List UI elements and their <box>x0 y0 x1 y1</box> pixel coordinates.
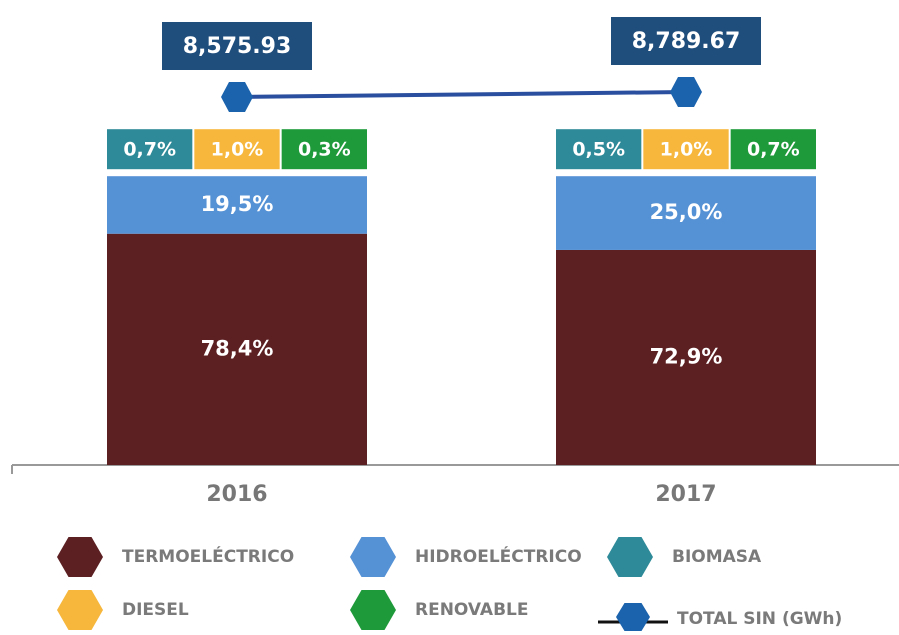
legend-label: TERMOELÉCTRICO <box>122 545 294 567</box>
data-label: 0,7% <box>747 139 800 161</box>
legend-swatch <box>350 537 396 577</box>
bar-segment <box>281 129 367 170</box>
bar-segment <box>730 129 816 170</box>
legend-swatch <box>57 537 103 577</box>
legend-label: DIESEL <box>122 600 189 620</box>
data-label: 19,5% <box>201 192 274 216</box>
line-marker <box>670 77 702 107</box>
total-label-box <box>162 22 312 70</box>
legend-label: TOTAL SIN (GWh) <box>677 609 842 629</box>
legend-swatch <box>350 590 396 630</box>
legend-label: RENOVABLE <box>415 600 529 620</box>
legend-label: HIDROELÉCTRICO <box>415 545 582 567</box>
legend-swatch <box>616 603 650 631</box>
bar-segment <box>556 176 816 250</box>
total-label-box <box>611 17 761 65</box>
data-label: 0,7% <box>123 139 176 161</box>
data-label: 0,5% <box>572 139 625 161</box>
x-tick-label: 2016 <box>206 482 267 507</box>
legend-swatch <box>57 590 103 630</box>
data-label: 1,0% <box>211 139 264 161</box>
bar-segment <box>556 249 816 465</box>
total-label: 8,789.67 <box>632 29 741 54</box>
total-line <box>236 90 687 99</box>
data-label: 0,3% <box>298 139 351 161</box>
bar-segment <box>194 129 280 170</box>
total-label: 8,575.93 <box>183 34 292 59</box>
data-label: 1,0% <box>660 139 713 161</box>
bar-segment <box>107 129 193 170</box>
bar-segment <box>643 129 729 170</box>
bar-segment <box>107 233 367 465</box>
bar-segment <box>107 176 367 234</box>
x-tick-label: 2017 <box>655 482 716 507</box>
legend-label: BIOMASA <box>672 547 762 567</box>
data-label: 78,4% <box>201 336 274 360</box>
line-marker <box>221 82 253 112</box>
bar-segment <box>556 129 642 170</box>
data-label: 25,0% <box>650 200 723 224</box>
legend-swatch <box>607 537 653 577</box>
data-label: 72,9% <box>650 344 723 368</box>
